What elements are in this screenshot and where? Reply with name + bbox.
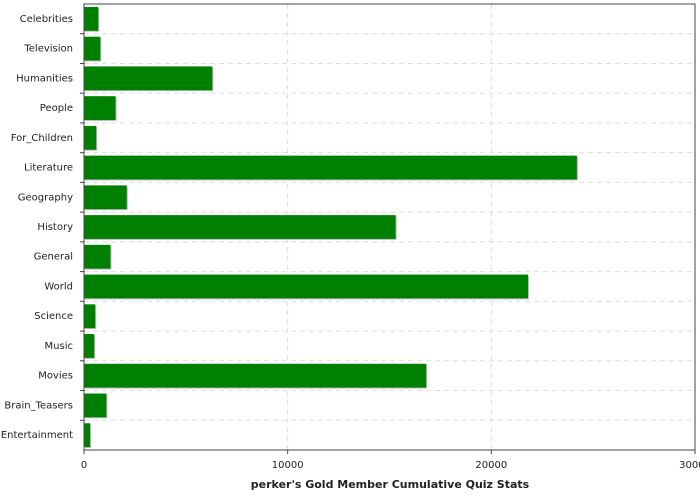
x-tick-label: 10000: [272, 460, 304, 471]
plot-frame: [83, 3, 696, 451]
bar: [84, 215, 396, 239]
y-tick-label: General: [34, 252, 73, 263]
y-tick-label: Science: [34, 311, 73, 322]
bar: [84, 423, 91, 448]
y-tick-label: World: [44, 281, 73, 292]
y-tick-label: Humanities: [16, 73, 73, 84]
x-axis-label: perker's Gold Member Cumulative Quiz Sta…: [251, 478, 530, 491]
y-tick-label: People: [40, 103, 73, 114]
y-tick-label: Entertainment: [1, 430, 73, 441]
y-tick-label: For_Children: [11, 133, 73, 144]
bar: [84, 274, 528, 299]
y-tick-label: Movies: [38, 371, 73, 382]
bar: [84, 244, 111, 269]
x-tick-label: 20000: [475, 460, 507, 471]
bar: [84, 6, 99, 31]
x-tick-label: 0: [81, 460, 87, 471]
y-tick-label: Celebrities: [20, 14, 73, 25]
bar: [84, 185, 127, 210]
bar: [84, 363, 427, 388]
x-tick-label: 30000: [679, 460, 700, 471]
bar: [84, 36, 101, 61]
y-tick-label: Literature: [24, 163, 73, 174]
y-tick-label: Television: [23, 44, 73, 55]
y-tick-label: History: [37, 222, 73, 233]
bar: [84, 304, 96, 329]
y-tick-label: Geography: [18, 192, 73, 203]
bar: [84, 125, 97, 150]
y-tick-label: Brain_Teasers: [4, 400, 73, 411]
bar: [84, 393, 107, 418]
bar: [84, 334, 95, 358]
bar: [84, 96, 116, 120]
y-tick-label: Music: [45, 341, 73, 352]
bar: [84, 66, 213, 91]
bar: [84, 155, 577, 180]
